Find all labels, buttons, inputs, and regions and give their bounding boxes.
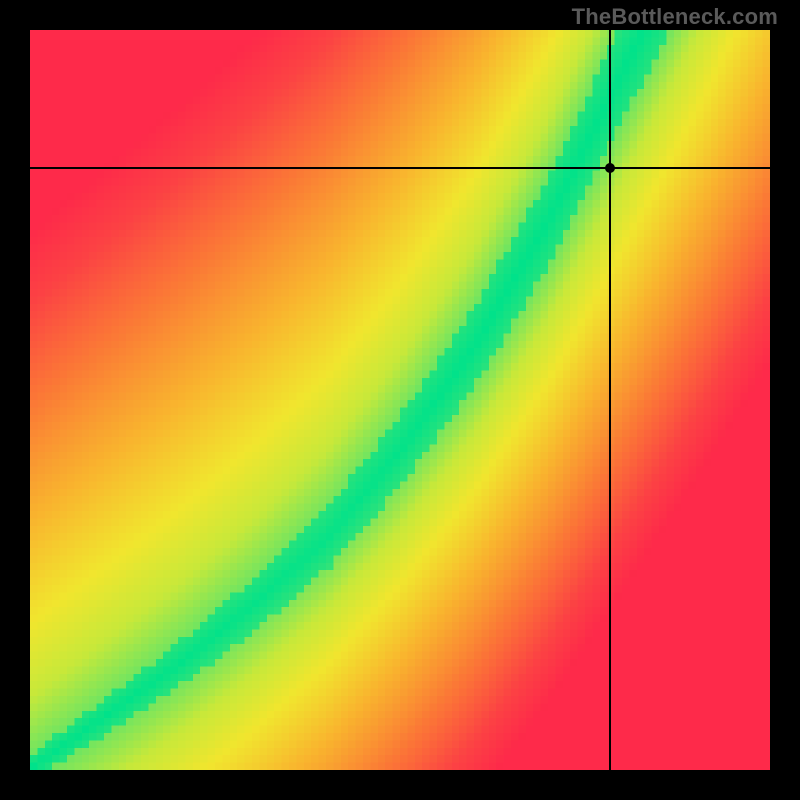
bottleneck-heatmap: [30, 30, 770, 770]
watermark-text: TheBottleneck.com: [572, 4, 778, 30]
chart-container: TheBottleneck.com: [0, 0, 800, 800]
crosshair-vertical: [609, 30, 611, 770]
crosshair-marker: [605, 163, 615, 173]
crosshair-horizontal: [30, 167, 770, 169]
